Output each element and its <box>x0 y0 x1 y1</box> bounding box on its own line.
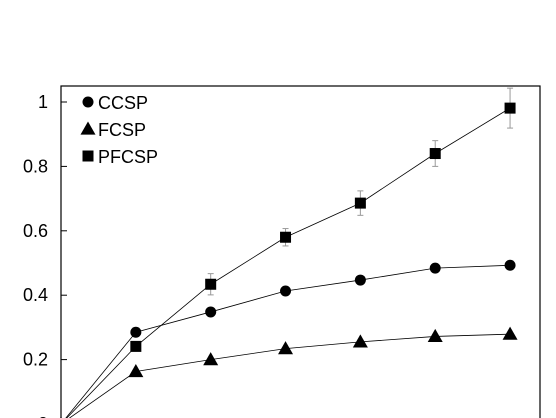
data-point <box>502 326 518 340</box>
series-pfcsp <box>66 87 516 418</box>
data-point <box>205 278 217 290</box>
legend-marker <box>82 150 94 162</box>
legend-item-fcsp: FCSP <box>80 120 146 140</box>
y-tick-label: 0 <box>38 414 48 418</box>
data-point <box>352 334 368 348</box>
legend-marker <box>82 96 94 108</box>
data-point <box>130 340 142 352</box>
data-point <box>280 285 292 297</box>
legend-marker <box>80 121 96 135</box>
y-tick-label: 0.2 <box>23 350 48 370</box>
data-point <box>128 364 144 378</box>
legend-label: PFCSP <box>98 147 158 167</box>
data-point <box>354 197 366 209</box>
series-fcsp <box>60 326 518 418</box>
data-point <box>205 306 217 318</box>
data-point <box>427 328 443 343</box>
plot-frame <box>60 85 541 418</box>
data-point <box>130 326 142 338</box>
data-point <box>504 259 516 271</box>
y-axis-ticks: 0 0.2 0.4 0.6 0.8 1 <box>23 92 67 418</box>
y-tick-label: 0.4 <box>23 285 48 305</box>
legend: CCSP FCSP PFCSP <box>80 93 158 167</box>
series-layer <box>60 87 518 418</box>
series-ccsp <box>65 259 516 418</box>
y-tick-label: 0.6 <box>23 221 48 241</box>
data-point <box>278 341 294 355</box>
axes <box>60 85 541 418</box>
legend-label: FCSP <box>98 120 146 140</box>
data-point <box>429 148 441 160</box>
data-point <box>354 274 366 286</box>
data-point <box>429 262 441 274</box>
legend-label: CCSP <box>98 93 148 113</box>
data-point <box>280 231 292 243</box>
data-point <box>504 102 516 114</box>
y-tick-label: 1 <box>38 92 48 112</box>
y-tick-label: 0.8 <box>23 156 48 176</box>
legend-item-ccsp: CCSP <box>82 93 148 113</box>
legend-item-pfcsp: PFCSP <box>82 147 158 167</box>
data-point <box>203 352 219 366</box>
